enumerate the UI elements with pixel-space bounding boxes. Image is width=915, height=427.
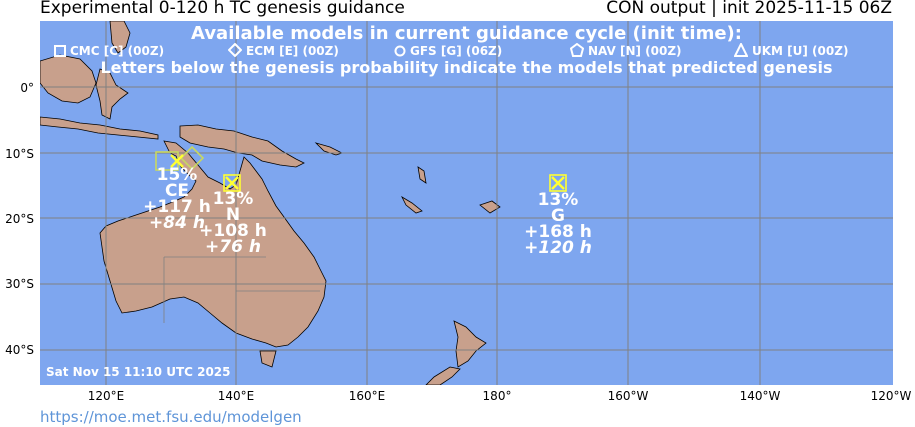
diamond-marker-icon: [227, 42, 243, 58]
map-canvas: [40, 21, 893, 385]
legend-item-ukm: UKM [U] (00Z): [733, 41, 849, 59]
storm-annotation-1[interactable]: 15% CE +117 h +84 h: [143, 165, 211, 233]
gfs-box-storm-3: [549, 174, 567, 192]
lat-label-0: 0°: [20, 81, 34, 95]
legend-title: Available models in current guidance cyc…: [191, 23, 742, 44]
lat-label-30s: 30°S: [5, 277, 34, 291]
storm-models: CE: [164, 181, 190, 201]
fiji: [479, 200, 501, 214]
lon-label-140w: 140°W: [739, 389, 781, 403]
storm-markers: [155, 145, 567, 192]
nav-box-storm-2: [223, 174, 241, 192]
legend-label-cmc: CMC [C] (00Z): [70, 44, 165, 58]
lat-label-20s: 20°S: [5, 212, 34, 226]
triangle-marker-icon: [733, 41, 749, 57]
storm-probability: 15%: [156, 165, 198, 185]
legend-label-ukm: UKM [U] (00Z): [752, 44, 849, 58]
new-guinea: [179, 124, 305, 168]
lon-label-180: 180°: [482, 389, 512, 403]
new-zealand-south: [425, 366, 461, 385]
legend-item-gfs: GFS [G] (06Z): [394, 43, 502, 59]
new-caledonia: [401, 195, 423, 214]
storm-lead-second: +120 h: [524, 238, 592, 258]
storm-models: N: [225, 205, 241, 225]
storm-probability: 13%: [212, 189, 254, 209]
lon-label-140e: 140°E: [217, 389, 255, 403]
storm-lead-first: +168 h: [524, 222, 592, 242]
genesis-x-storm-1: [170, 154, 184, 168]
legend-label-gfs: GFS [G] (06Z): [410, 44, 503, 58]
borneo: [40, 54, 97, 104]
storm-models: G: [551, 206, 565, 226]
timestamp: Sat Nov 15 11:10 UTC 2025: [46, 365, 231, 379]
sulawesi: [95, 68, 129, 120]
run-info-title: CON output | init 2025-11-15 06Z: [606, 0, 892, 18]
storm-lead-first: +117 h: [143, 197, 211, 217]
legend-label-ecm: ECM [E] (00Z): [246, 44, 339, 58]
storm-annotation-3[interactable]: 13% G +168 h +120 h: [524, 190, 592, 258]
legend-label-nav: NAV [N] (00Z): [588, 44, 682, 58]
legend-item-cmc: CMC [C] (00Z): [54, 43, 164, 59]
java-chain: [40, 116, 159, 140]
genesis-x-storm-3: [551, 176, 565, 190]
lat-label-40s: 40°S: [5, 343, 34, 357]
lon-label-160w: 160°W: [607, 389, 649, 403]
storm-probability: 13%: [537, 190, 579, 210]
storm-lead-first: +108 h: [199, 221, 267, 241]
lon-label-120e: 120°E: [87, 389, 125, 403]
storm-lead-second: +84 h: [149, 213, 205, 233]
new-zealand-north: [453, 320, 487, 368]
legend-item-nav: NAV [N] (00Z): [569, 42, 682, 59]
legend-note: Letters below the genesis probability in…: [100, 58, 833, 77]
storm-annotation-2[interactable]: 13% N +108 h +76 h: [199, 189, 267, 257]
legend-item-ecm: ECM [E] (00Z): [227, 42, 339, 59]
pentagon-marker-icon: [569, 42, 585, 57]
landmasses: [40, 21, 501, 385]
circle-marker-icon: [394, 45, 406, 57]
lat-label-10s: 10°S: [5, 147, 34, 161]
vanuatu: [417, 166, 427, 184]
storm-lead-second: +76 h: [205, 237, 261, 257]
lon-label-120w: 120°W: [870, 389, 912, 403]
solomon-islands: [314, 142, 344, 156]
ecm-marker-storm-1: [179, 145, 205, 171]
lon-label-160e: 160°E: [348, 389, 386, 403]
genesis-x-storm-2: [225, 176, 239, 190]
australia-landmass: [99, 140, 327, 348]
map-title: Experimental 0-120 h TC genesis guidance: [40, 0, 405, 18]
map-gridlines: [40, 21, 893, 385]
philippines: [109, 21, 131, 54]
genesis-map[interactable]: Available models in current guidance cyc…: [40, 21, 893, 385]
source-link[interactable]: https://moe.met.fsu.edu/modelgen: [40, 408, 302, 426]
square-marker-icon: [54, 45, 66, 57]
tasmania: [259, 350, 277, 368]
